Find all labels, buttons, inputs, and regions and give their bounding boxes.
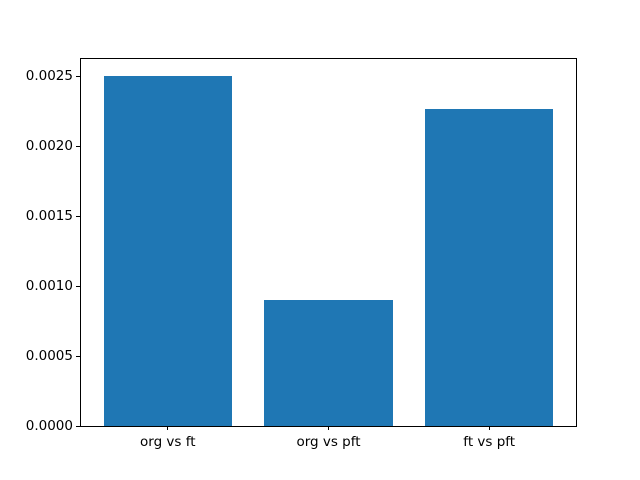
x-tick-label: org vs ft: [140, 434, 196, 450]
x-tick-label: org vs pft: [296, 434, 361, 450]
bar-org-vs-ft: [103, 76, 233, 426]
x-tick-label: ft vs pft: [463, 434, 516, 450]
y-tick-mark: [76, 285, 80, 287]
y-tick-mark: [76, 425, 80, 427]
y-tick-mark: [76, 215, 80, 217]
y-tick-mark: [76, 75, 80, 77]
y-tick-label: 0.0015: [25, 208, 73, 225]
y-tick-label: 0.0010: [25, 278, 73, 295]
x-tick-mark: [328, 426, 329, 430]
bar-org-vs-pft: [264, 300, 393, 426]
bar-ft-vs-pft: [424, 108, 554, 426]
y-tick-label: 0.0000: [25, 418, 73, 434]
y-tick-label: 0.0020: [25, 138, 73, 155]
y-tick-label: 0.0025: [25, 68, 73, 85]
plot-area: 0.0000 0.0005 0.0010 0.0015 0.0020 0.0025 org …: [26, 58, 577, 450]
x-tick-mark: [167, 426, 169, 430]
y-tick-mark: [76, 355, 80, 357]
x-tick-mark: [488, 426, 490, 430]
y-tick-mark: [76, 145, 80, 147]
y-tick-label: 0.0005: [25, 348, 73, 365]
